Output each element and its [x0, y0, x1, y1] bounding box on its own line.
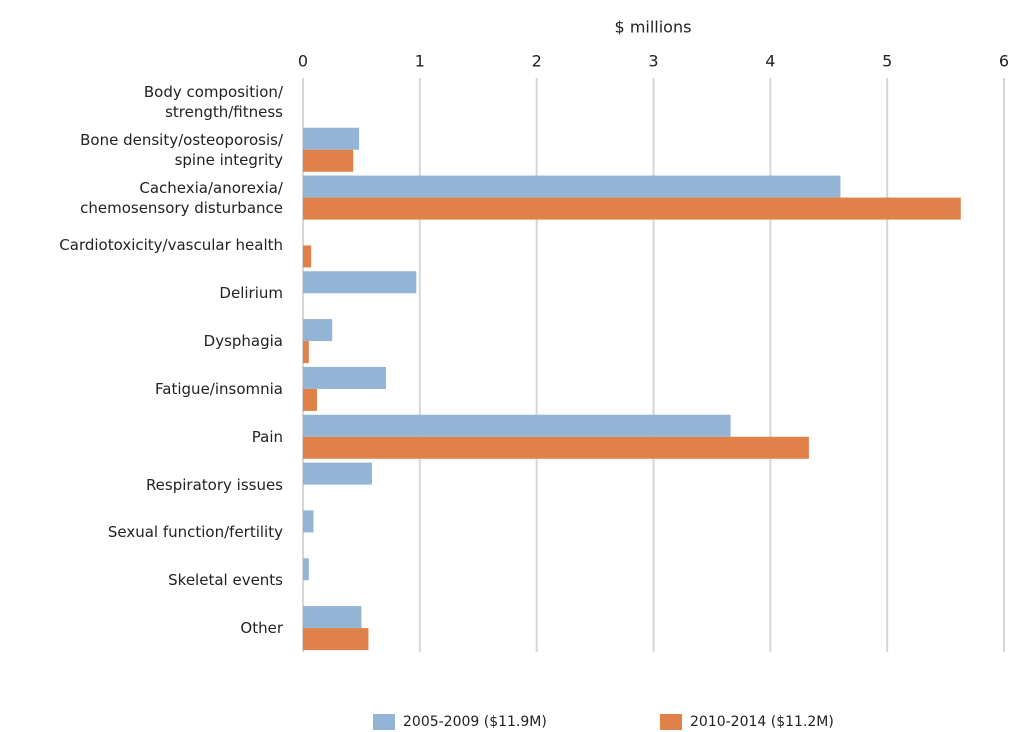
y-tick-label: Skeletal events: [168, 571, 283, 590]
bar: [303, 558, 309, 581]
bar: [303, 245, 312, 268]
x-tick-label: 0: [298, 52, 308, 71]
x-tick-label: 3: [648, 52, 658, 71]
x-tick-label: 2: [532, 52, 542, 71]
y-tick-label: Respiratory issues: [145, 475, 283, 494]
bar: [303, 462, 372, 485]
bar: [303, 271, 417, 294]
bar: [303, 149, 354, 172]
bar: [303, 127, 360, 150]
y-tick-label: Dysphagia: [203, 332, 283, 351]
legend-label: 2005-2009 ($11.9M): [403, 714, 547, 730]
bar: [303, 388, 318, 411]
legend-swatch: [660, 714, 682, 730]
x-tick-label: 5: [882, 52, 892, 71]
bar: [303, 341, 309, 364]
bar: [303, 175, 841, 198]
x-tick-label: 1: [415, 52, 425, 71]
y-tick-label: Other: [240, 619, 283, 638]
bar: [303, 510, 314, 533]
y-tick-label: Delirium: [219, 284, 283, 303]
bar: [303, 319, 333, 342]
bar: [303, 436, 809, 459]
y-tick-label: Bone density/osteoporosis/ spine integri…: [80, 130, 283, 169]
bar: [303, 628, 369, 651]
x-tick-label: 6: [999, 52, 1009, 71]
x-tick-label: 4: [765, 52, 775, 71]
bar: [303, 414, 731, 437]
y-tick-label: Cardiotoxicity/vascular health: [59, 236, 283, 255]
bar: [303, 197, 961, 220]
bar: [303, 366, 386, 389]
y-tick-label: Fatigue/insomnia: [155, 379, 283, 398]
legend-swatch: [373, 714, 395, 730]
legend-label: 2010-2014 ($11.2M): [690, 714, 834, 730]
bar: [303, 606, 362, 629]
y-tick-label: Cachexia/anorexia/ chemosensory disturba…: [80, 178, 283, 217]
y-tick-label: Sexual function/fertility: [107, 523, 283, 542]
y-tick-label: Body composition/ strength/fitness: [143, 82, 283, 121]
y-tick-label: Pain: [251, 427, 283, 446]
axis-title: $ millions: [615, 18, 692, 37]
